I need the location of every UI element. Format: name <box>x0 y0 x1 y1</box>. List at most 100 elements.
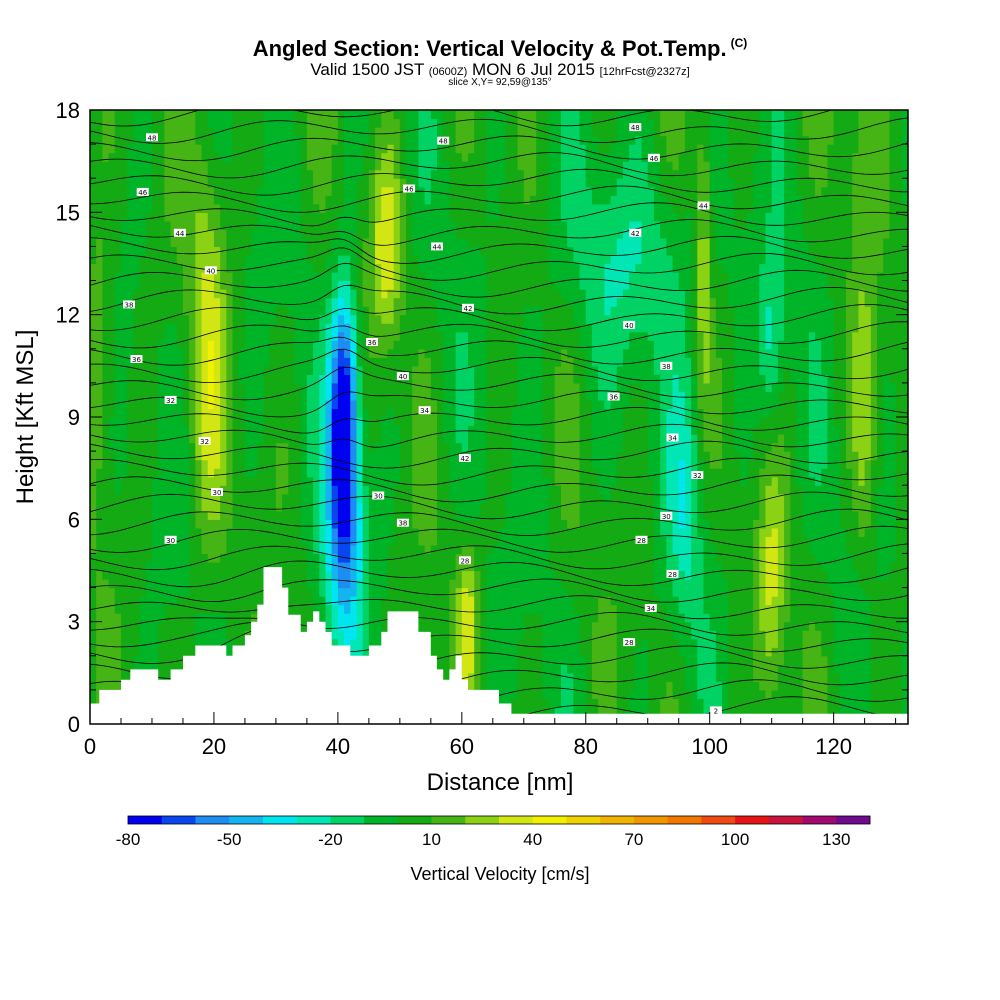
isentrope-line <box>90 284 908 315</box>
isentrope-line <box>90 543 908 571</box>
colorbar-swatch <box>836 816 871 824</box>
isentrope-line <box>90 525 908 553</box>
contour-label: 44 <box>433 243 442 251</box>
colorbar-tick-label: 70 <box>624 830 643 849</box>
contour-label: 44 <box>699 203 708 211</box>
contour-label: 40 <box>206 267 215 275</box>
y-tick-label: 15 <box>56 200 80 225</box>
contour-label-bg <box>146 133 158 142</box>
contour-label-bg <box>372 491 385 500</box>
chart-subtitle: Valid 1500 JST (0600Z) MON 6 Jul 2015 [1… <box>0 60 1000 80</box>
terrain-mask <box>90 567 908 724</box>
isentrope-line <box>90 611 908 636</box>
isentrope-line <box>90 627 908 673</box>
isentrope-line <box>90 423 908 448</box>
contour-label-bg <box>462 303 474 312</box>
contour-label-bg <box>691 471 704 479</box>
isentrope-line <box>90 491 908 520</box>
contour-label-bg <box>660 511 673 520</box>
contour-label-bg <box>130 355 143 363</box>
isentrope-line <box>90 110 833 127</box>
isentrope-line <box>90 321 908 349</box>
colorbar-tick-label: -20 <box>318 830 343 849</box>
contour-label: 42 <box>460 455 469 463</box>
contour-label-bg <box>607 392 620 401</box>
forecast-info: [12hrFcst@2327z] <box>599 66 690 78</box>
contour-label: 34 <box>668 435 677 443</box>
colorbar-swatch <box>128 816 163 824</box>
isentrope-line <box>90 348 908 383</box>
isentrope-line <box>90 366 908 401</box>
contour-label: 40 <box>398 373 407 381</box>
contour-label-bg <box>366 338 378 346</box>
isentrope-line <box>90 595 908 620</box>
contour-label-bg <box>431 242 443 251</box>
contour-label-bg <box>458 556 471 565</box>
colorbar-label: Vertical Velocity [cm/s] <box>410 864 589 884</box>
colorbar-swatch <box>397 816 432 824</box>
colorbar-tick-label: 40 <box>523 830 542 849</box>
contour-label-bg <box>629 228 642 237</box>
isentrope-line <box>90 219 908 246</box>
isentrope-line <box>90 304 908 332</box>
contour-label-bg <box>396 518 409 527</box>
contour-label-bg <box>164 395 177 404</box>
contour-label: 46 <box>405 186 414 194</box>
x-tick-label: 0 <box>84 734 96 759</box>
contour-label-bg <box>403 184 416 193</box>
colorbar-swatch <box>465 816 500 824</box>
y-tick-label: 3 <box>68 610 80 635</box>
contour-label: 48 <box>148 134 157 142</box>
contour-label: 42 <box>631 230 640 238</box>
contour-label: 36 <box>368 339 377 347</box>
contour-label: 42 <box>464 305 473 313</box>
isentrope-line <box>90 235 908 264</box>
valid-zulu: (0600Z) <box>428 66 468 78</box>
contour-label: 28 <box>625 639 634 647</box>
chart-title-unit: (C) <box>730 36 748 50</box>
colorbar-swatch <box>296 816 331 824</box>
isentrope-line <box>90 578 908 603</box>
slice-info: slice X,Y= 92,59@135° <box>448 77 552 88</box>
contour-label: 36 <box>609 394 618 402</box>
colorbar-swatch <box>262 816 297 824</box>
contour-label-bg <box>660 361 673 370</box>
isentrope-line <box>90 262 908 298</box>
contour-label: 36 <box>132 356 141 364</box>
colorbar-swatch <box>330 816 365 824</box>
isentrope-line <box>90 621 908 653</box>
contour-label-bg <box>173 228 186 237</box>
contour-label-bg <box>136 187 149 196</box>
isentrope-line <box>90 202 908 227</box>
contour-label: 30 <box>213 489 222 497</box>
contour-label: 2 <box>714 707 718 715</box>
colorbar-swatch <box>499 816 534 824</box>
colorbar-swatch <box>431 816 466 824</box>
x-tick-label: 20 <box>202 734 226 759</box>
valid-date: MON 6 Jul 2015 <box>472 60 595 79</box>
x-axis-title: Distance [nm] <box>427 769 574 796</box>
contour-label-bg <box>458 453 471 462</box>
contour-label: 48 <box>631 124 640 132</box>
contour-label: 46 <box>138 189 147 197</box>
isentrope-line <box>90 390 908 418</box>
colorbar-swatch <box>633 816 668 824</box>
colorbar-swatch <box>701 816 736 824</box>
colorbar-frame <box>127 815 871 825</box>
colorbar-tick-label: 100 <box>721 830 749 849</box>
contour-label: 30 <box>166 537 175 545</box>
isentrope-line <box>90 336 908 366</box>
isentrope-line <box>90 135 908 162</box>
contour-label-bg <box>437 136 450 145</box>
colorbar-swatch <box>667 816 702 824</box>
contour-label: 32 <box>166 397 175 405</box>
colorbar-swatch <box>735 816 770 824</box>
y-tick-label: 12 <box>56 303 80 328</box>
colorbar-swatch <box>532 816 567 824</box>
colorbar-swatch <box>161 816 196 824</box>
contour-label-bg <box>635 535 648 544</box>
isentrope-line <box>90 407 908 434</box>
contour-label-bg <box>644 604 657 612</box>
contour-label-bg <box>211 488 223 496</box>
